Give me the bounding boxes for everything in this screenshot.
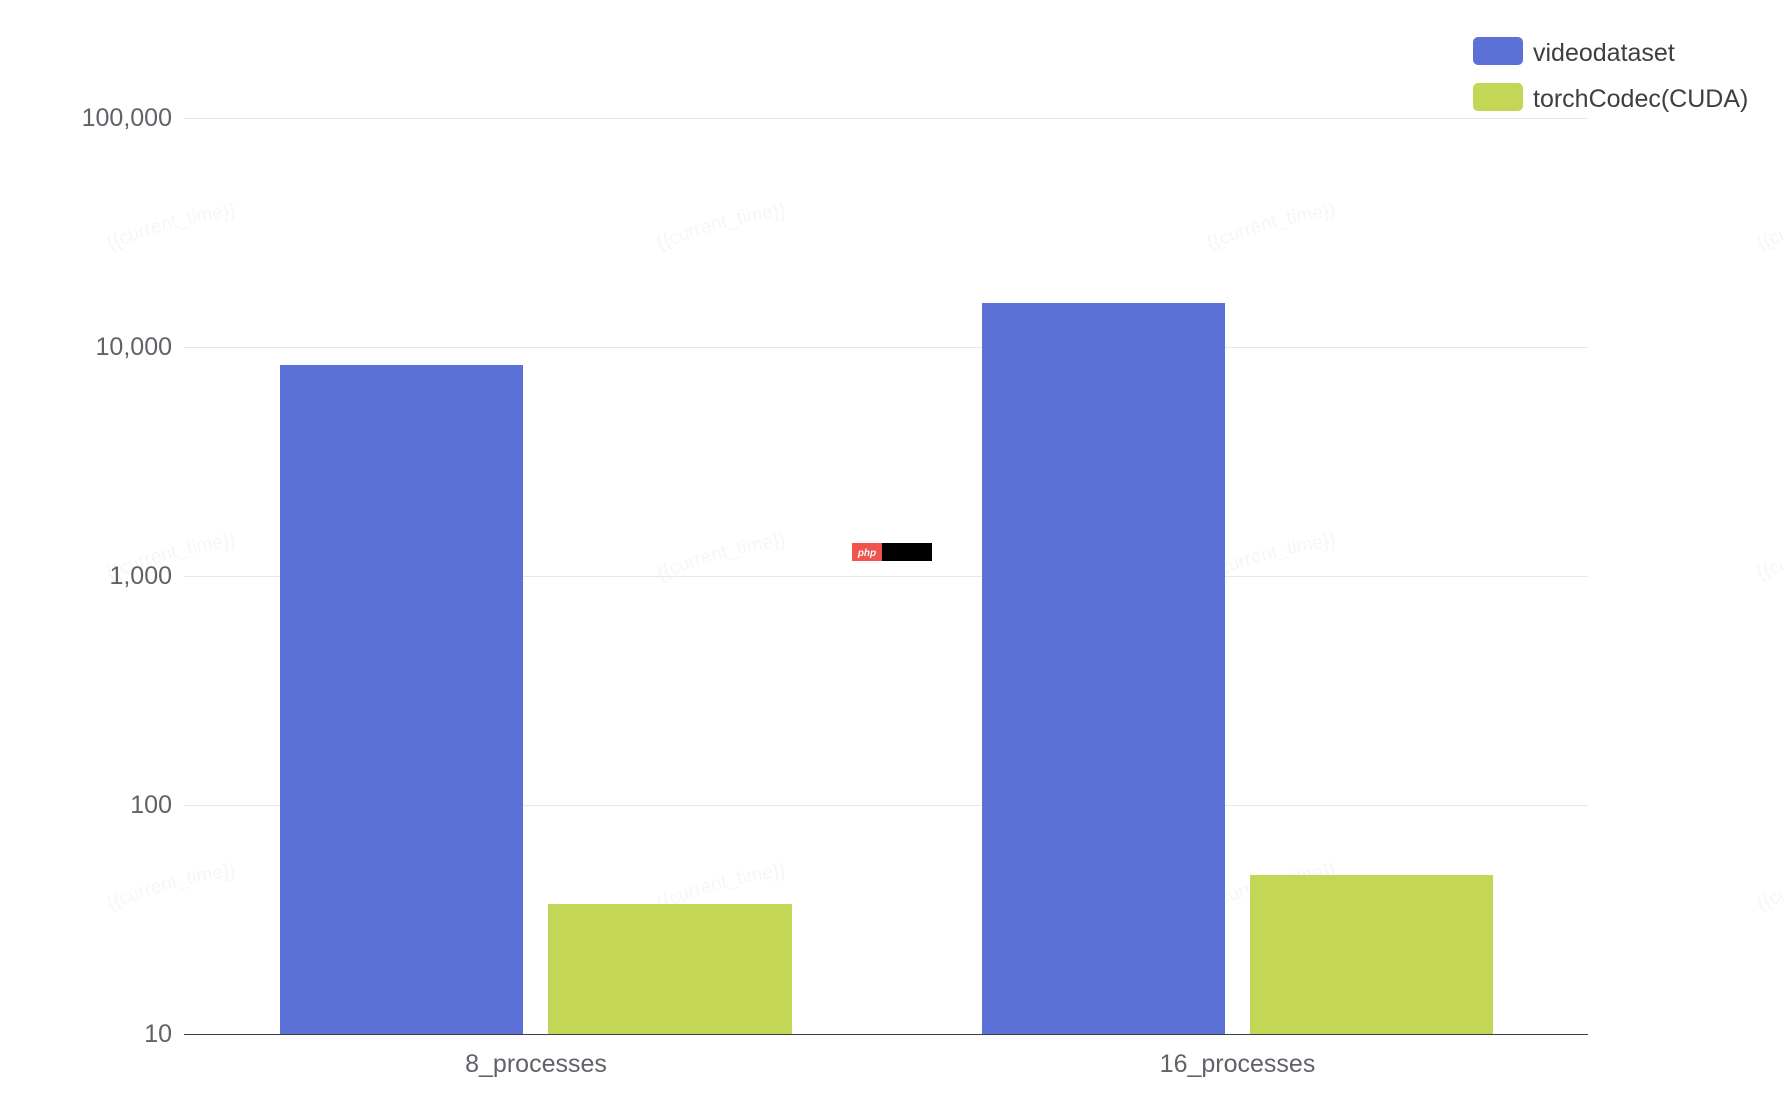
svg-text:php: php <box>857 548 876 559</box>
